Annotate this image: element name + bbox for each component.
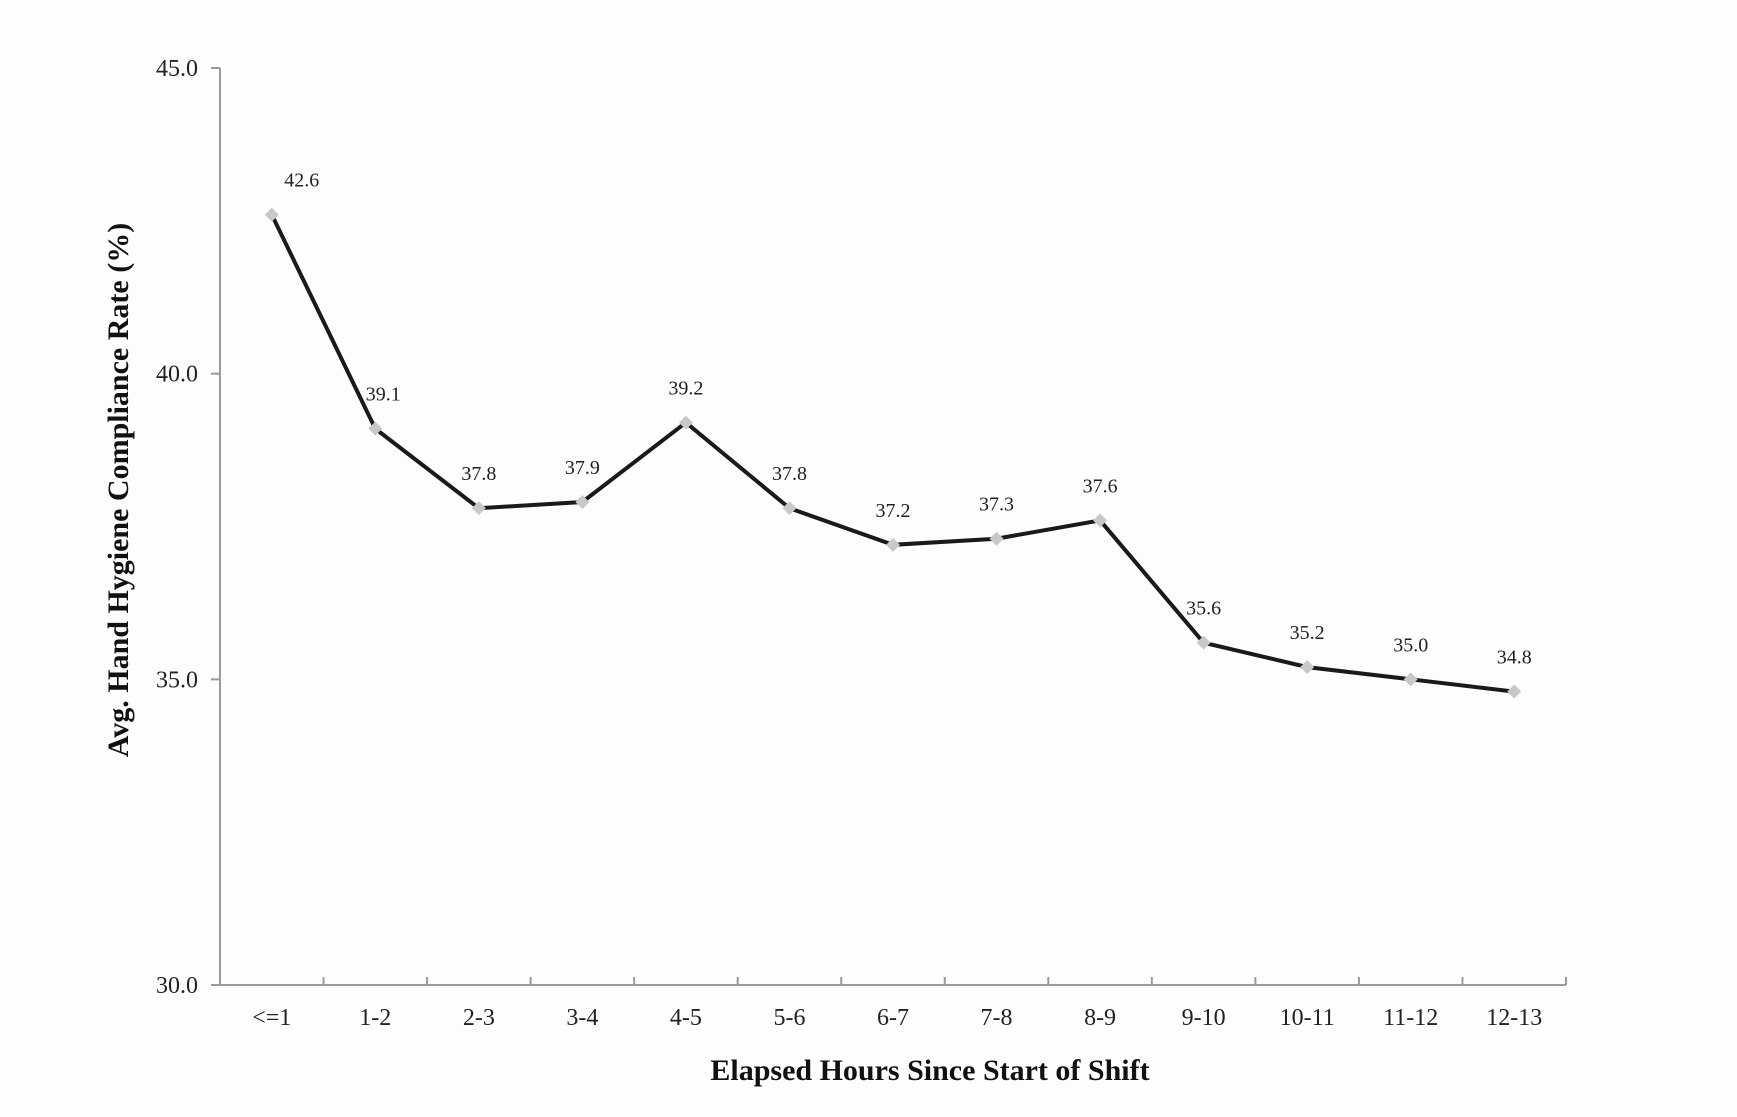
y-axis-ticks: 30.0 35.0 40.0 45.0 xyxy=(156,56,220,999)
data-point-marker xyxy=(678,415,693,430)
data-point-marker xyxy=(886,537,900,552)
x-tick-label: 10-11 xyxy=(1280,1005,1335,1031)
data-point-marker xyxy=(1093,513,1108,528)
data-point-marker xyxy=(1196,635,1211,650)
data-label: 37.6 xyxy=(1083,475,1118,497)
data-label: 35.6 xyxy=(1186,598,1221,620)
x-tick-label: 8-9 xyxy=(1084,1005,1116,1031)
y-tick-label: 30.0 xyxy=(156,973,198,999)
x-axis-title: Elapsed Hours Since Start of Shift xyxy=(710,1054,1149,1087)
data-point-marker xyxy=(1300,660,1315,675)
data-label: 35.2 xyxy=(1290,622,1325,644)
x-tick-label: 3-4 xyxy=(566,1005,598,1031)
data-label: 34.8 xyxy=(1497,647,1532,669)
data-point-marker xyxy=(471,501,486,516)
series-line xyxy=(269,213,1515,694)
x-tick-label: 4-5 xyxy=(670,1005,702,1031)
x-tick-label: <=1 xyxy=(252,1005,291,1031)
data-label: 39.1 xyxy=(366,384,401,406)
data-label: 37.8 xyxy=(772,463,807,485)
data-label: 39.2 xyxy=(668,378,703,400)
x-tick-label: 1-2 xyxy=(359,1005,391,1031)
data-label: 37.3 xyxy=(979,494,1014,516)
y-tick-label: 40.0 xyxy=(156,362,198,388)
y-tick-label: 45.0 xyxy=(156,56,198,82)
data-point-marker xyxy=(1403,672,1418,687)
x-tick-label: 6-7 xyxy=(877,1005,909,1031)
x-tick-label: 2-3 xyxy=(463,1005,495,1031)
x-tick-label: 5-6 xyxy=(773,1005,805,1031)
y-tick-label: 35.0 xyxy=(156,667,198,693)
data-point-marker xyxy=(264,207,279,222)
x-tick-label: 11-12 xyxy=(1383,1005,1438,1031)
data-point-marker xyxy=(782,501,797,516)
data-label: 37.9 xyxy=(565,457,600,479)
y-axis-title: Avg. Hand Hygiene Compliance Rate (%) xyxy=(102,223,135,757)
x-tick-label: 9-10 xyxy=(1182,1005,1226,1031)
data-point-marker xyxy=(1507,684,1522,699)
data-point-marker xyxy=(575,495,590,510)
data-markers xyxy=(264,207,1522,699)
data-label: 42.6 xyxy=(284,170,319,192)
data-point-marker xyxy=(989,531,1004,546)
x-tick-label: 7-8 xyxy=(981,1005,1013,1031)
data-label: 37.8 xyxy=(461,463,496,485)
data-label: 35.0 xyxy=(1393,634,1428,656)
x-tick-label: 12-13 xyxy=(1486,1005,1542,1031)
data-point-marker xyxy=(368,421,383,436)
data-labels: 42.6 39.1 37.8 37.9 39.2 37.8 37.2 37.3 37.6 35.6… xyxy=(284,170,1531,669)
data-label: 37.2 xyxy=(876,500,911,522)
x-axis-ticks: <=1 1-2 2-3 3-4 4-5 5-6 6-7 7-8 8-9 9-10 10-11 11-1… xyxy=(219,977,1567,1031)
